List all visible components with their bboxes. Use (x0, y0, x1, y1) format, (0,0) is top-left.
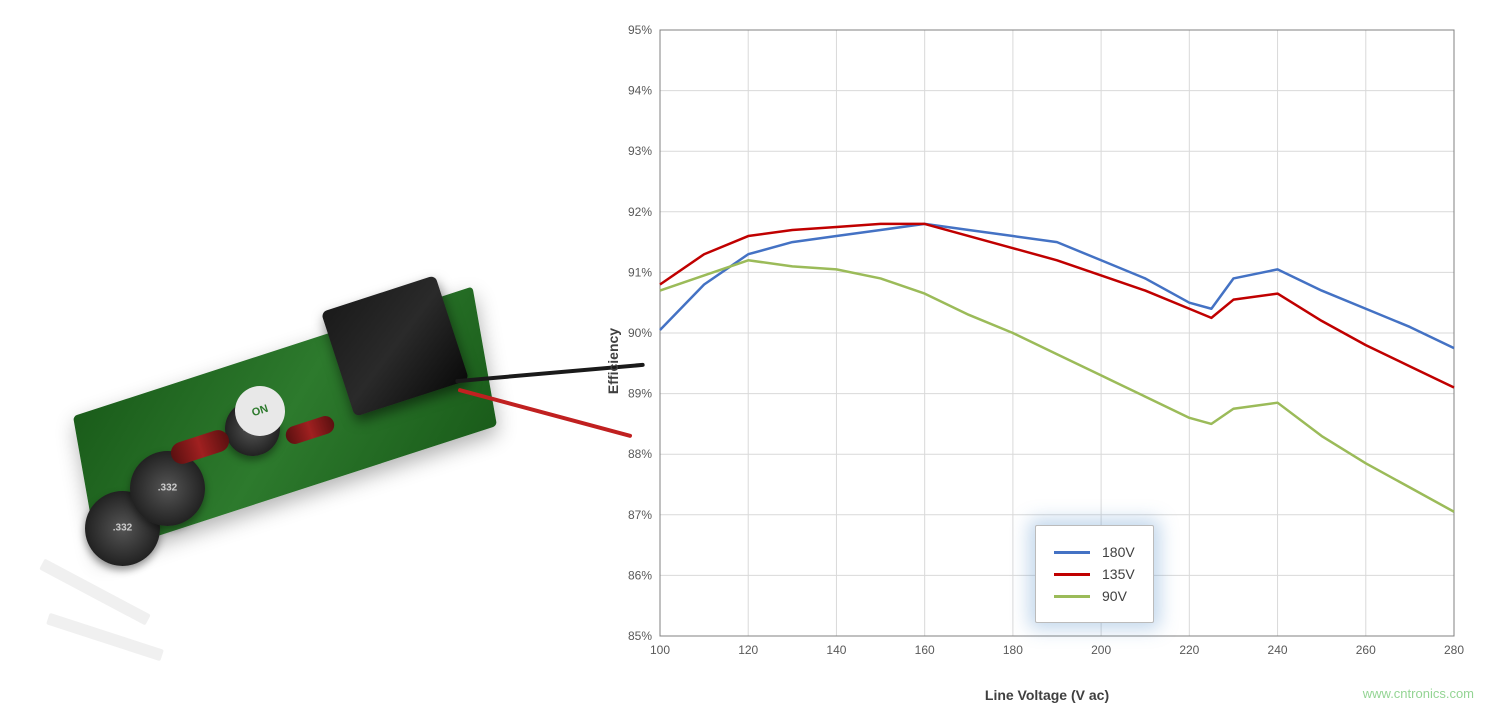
x-axis-label: Line Voltage (V ac) (985, 687, 1109, 703)
y-axis-label: Efficiency (605, 327, 621, 393)
svg-text:85%: 85% (628, 629, 652, 643)
efficiency-chart: 100 120 140 160 180 200 220 240 260 280 85% 86% 87% 8… (590, 0, 1504, 721)
legend-label: 90V (1102, 588, 1127, 604)
legend: 180V 135V 90V (1035, 525, 1154, 623)
legend-item: 90V (1054, 588, 1135, 604)
legend-label: 135V (1102, 566, 1135, 582)
svg-text:93%: 93% (628, 144, 652, 158)
svg-text:87%: 87% (628, 508, 652, 522)
svg-text:200: 200 (1091, 643, 1111, 657)
svg-text:140: 140 (826, 643, 846, 657)
watermark: www.cntronics.com (1363, 686, 1474, 701)
legend-swatch (1054, 573, 1090, 576)
svg-text:180: 180 (1003, 643, 1023, 657)
svg-text:91%: 91% (628, 265, 652, 279)
legend-swatch (1054, 595, 1090, 598)
svg-text:160: 160 (915, 643, 935, 657)
svg-text:280: 280 (1444, 643, 1464, 657)
svg-text:220: 220 (1179, 643, 1199, 657)
svg-text:120: 120 (738, 643, 758, 657)
legend-swatch (1054, 551, 1090, 554)
svg-text:240: 240 (1268, 643, 1288, 657)
svg-text:94%: 94% (628, 84, 652, 98)
pcb-assembly: ON (55, 171, 535, 551)
svg-text:86%: 86% (628, 568, 652, 582)
svg-text:92%: 92% (628, 205, 652, 219)
svg-text:88%: 88% (628, 447, 652, 461)
svg-text:89%: 89% (628, 387, 652, 401)
legend-label: 180V (1102, 544, 1135, 560)
legend-item: 135V (1054, 566, 1135, 582)
main-container: ON 100 120 140 160 180 200 220 240 260 280 85% 86% 8… (0, 0, 1504, 721)
svg-text:90%: 90% (628, 326, 652, 340)
chart-svg: 100 120 140 160 180 200 220 240 260 280 85% 86% 87% 8… (600, 25, 1464, 666)
inductor-2 (130, 451, 205, 526)
svg-text:100: 100 (650, 643, 670, 657)
legend-item: 180V (1054, 544, 1135, 560)
pcb-photo: ON (0, 0, 590, 721)
svg-text:260: 260 (1356, 643, 1376, 657)
svg-text:95%: 95% (628, 25, 652, 37)
